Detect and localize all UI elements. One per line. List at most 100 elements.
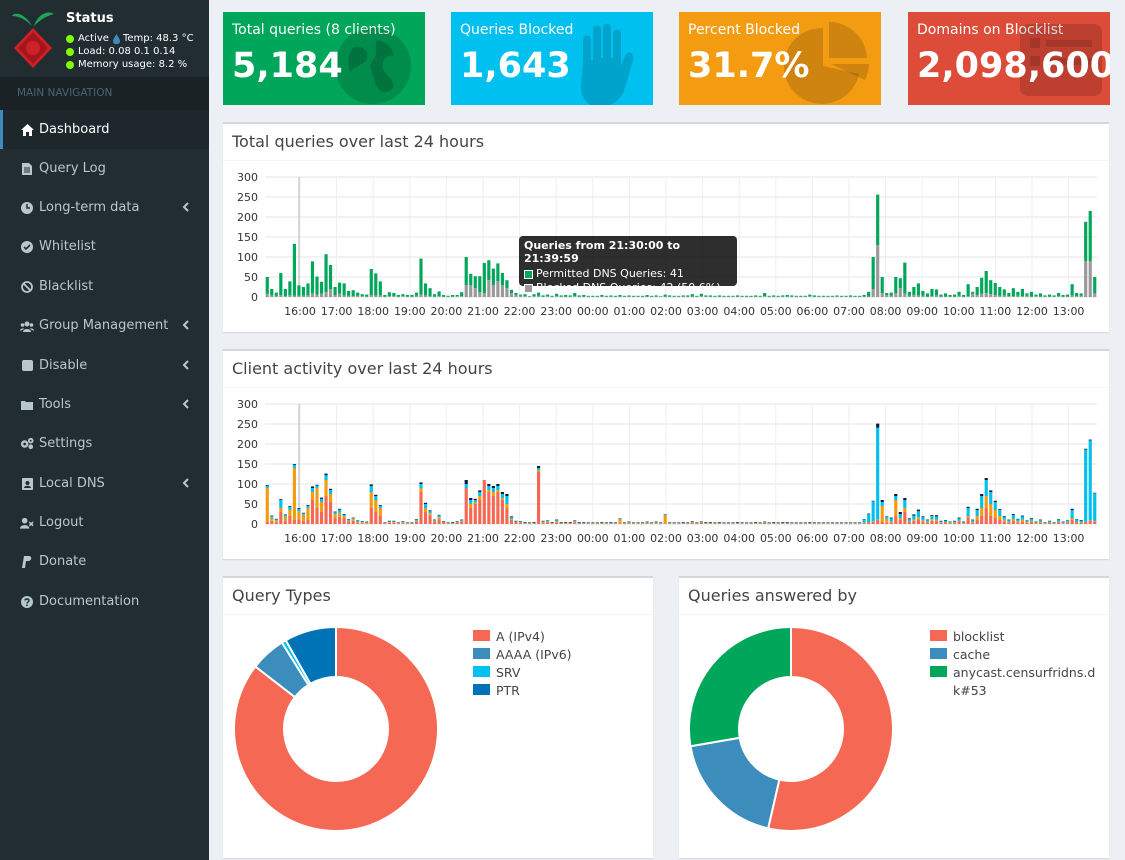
bar [613, 522, 618, 523]
bar [595, 295, 599, 297]
bar [1052, 296, 1056, 298]
query-types-donut-chart[interactable] [231, 624, 441, 834]
bar [916, 519, 920, 524]
bar [853, 522, 857, 524]
panel-title: Client activity over last 24 hours [232, 359, 493, 378]
sidebar-item-logout[interactable]: Logout [0, 503, 209, 542]
sidebar-item-settings[interactable]: Settings [0, 424, 209, 463]
sidebar-item-whitelist[interactable]: Whitelist [0, 227, 209, 266]
bar [442, 522, 446, 523]
bar [880, 502, 884, 506]
bar [586, 523, 590, 524]
bar [464, 488, 468, 524]
bar [265, 293, 269, 297]
bar [772, 295, 776, 297]
bar [1007, 519, 1011, 521]
status-panel: Status Active Temp: 48.3 °C Load: 0.08 0… [0, 0, 209, 77]
bar [826, 522, 830, 523]
legend-label: A (IPv4) [496, 629, 545, 644]
bar [663, 514, 667, 516]
bar [464, 257, 468, 285]
status-memory-label: Memory usage: 8.2 % [78, 59, 188, 70]
bar [333, 295, 337, 297]
legend-item[interactable]: PTR [473, 682, 572, 700]
bar [631, 522, 636, 523]
stat-domains-on-blocklist[interactable]: Domains on Blocklist 2,098,600 [908, 12, 1110, 105]
x-tick-label: 04:00 [723, 532, 755, 545]
bar [1020, 516, 1024, 520]
bar [758, 295, 762, 297]
legend-item[interactable]: SRV [473, 664, 572, 682]
bar [636, 522, 640, 524]
bar [867, 514, 871, 522]
bar [776, 295, 780, 297]
legend-item[interactable]: AAAA (IPv6) [473, 646, 572, 664]
bar [464, 484, 468, 488]
legend-item[interactable]: anycast.censurfridns.d k#53 [930, 664, 1095, 700]
sidebar-item-disable[interactable]: Disable [0, 346, 209, 385]
bar [871, 500, 875, 502]
bar [704, 523, 708, 524]
bar [360, 296, 364, 297]
bar [536, 470, 541, 472]
bar [781, 295, 785, 297]
stat-queries-blocked[interactable]: Queries Blocked 1,643 [451, 12, 653, 105]
bar [889, 522, 893, 524]
sidebar-item-tools[interactable]: Tools [0, 385, 209, 424]
bar [374, 273, 378, 296]
answered-by-donut-chart[interactable] [686, 624, 896, 834]
bar [550, 522, 554, 523]
bar [962, 521, 966, 523]
client-activity-chart[interactable]: 300 250 200 150 100 50 0 16:00 17:00 18:00 19:00 20… [223, 389, 1109, 559]
bar [704, 522, 708, 523]
bar [564, 296, 568, 298]
bar [442, 295, 446, 297]
bar [785, 522, 789, 523]
stat-total-queries[interactable]: Total queries (8 clients) 5,184 [223, 12, 425, 105]
bar [808, 294, 812, 297]
bar [754, 295, 758, 297]
bar [591, 523, 595, 525]
bar [491, 268, 495, 285]
legend-item[interactable]: blocklist [930, 628, 1095, 646]
x-tick-label: 18:00 [357, 532, 389, 545]
sidebar-item-query-log[interactable]: Query Log [0, 149, 209, 188]
sidebar-item-local-dns[interactable]: Local DNS [0, 464, 209, 503]
bar [446, 522, 450, 523]
legend-label: AAAA (IPv6) [496, 647, 572, 662]
sidebar-item-donate[interactable]: Donate [0, 542, 209, 581]
sidebar-item-long-term-data[interactable]: Long-term data [0, 188, 209, 227]
bar [916, 517, 920, 520]
bar [1047, 294, 1052, 297]
list-icon [1020, 24, 1102, 96]
legend-item[interactable]: A (IPv4) [473, 628, 572, 646]
stat-percent-blocked[interactable]: Percent Blocked 31.7% [679, 12, 881, 105]
bar [478, 292, 482, 297]
sidebar-item-blacklist[interactable]: Blacklist [0, 267, 209, 306]
y-tick-label: 50 [244, 498, 258, 511]
sidebar-item-dashboard[interactable]: Dashboard [0, 110, 209, 149]
bar [604, 295, 608, 297]
bar [595, 296, 599, 298]
bar [1038, 521, 1043, 523]
y-tick-label: 150 [237, 231, 258, 244]
sidebar-item-documentation[interactable]: Documentation [0, 582, 209, 621]
sidebar-item-label: Dashboard [39, 122, 110, 137]
bar [650, 523, 654, 525]
bar [509, 517, 514, 520]
sidebar-item-group-management[interactable]: Group Management [0, 306, 209, 345]
legend-item[interactable]: cache [930, 646, 1095, 664]
donut-slice [688, 625, 792, 748]
bar [577, 296, 581, 298]
bar [952, 522, 957, 524]
bar [921, 516, 925, 518]
bar [541, 521, 545, 522]
x-tick-label: 07:00 [833, 305, 865, 318]
bar [1020, 296, 1024, 297]
bar [1088, 440, 1092, 521]
bar [758, 523, 762, 525]
bar [274, 522, 278, 524]
bar [839, 522, 844, 523]
bar [401, 296, 405, 297]
bar [686, 295, 690, 297]
